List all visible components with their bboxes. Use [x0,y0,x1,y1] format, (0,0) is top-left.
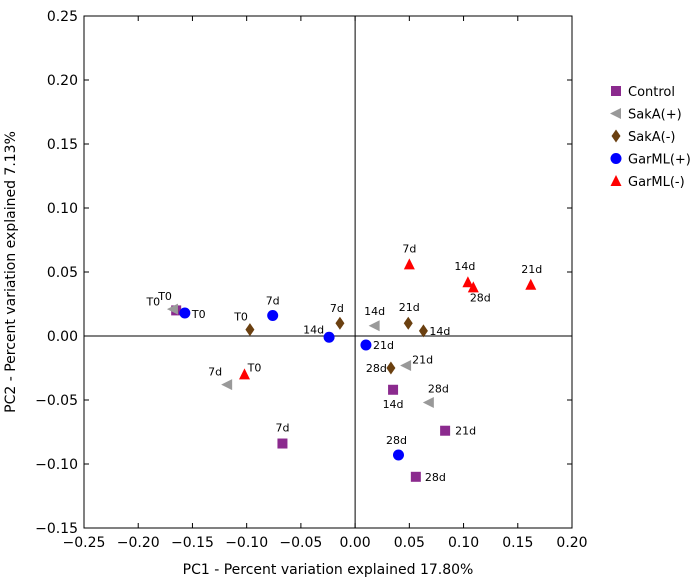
legend-label: SakA(+) [628,108,682,123]
data-point [410,471,421,482]
y-tick-label: 0.25 [47,9,78,25]
x-tick-label: −0.25 [63,535,106,551]
point-label: 7d [402,242,416,255]
y-tick-label: 0.15 [47,137,78,153]
data-point [467,281,479,293]
data-point [360,339,372,351]
data-point [267,310,279,322]
data-point [166,303,178,315]
legend-label: GarML(-) [628,175,685,190]
point-label: 14d [364,305,385,318]
point-label: 7d [208,366,222,379]
data-point [403,258,415,270]
point-label: 28d [425,471,446,484]
x-tick-label: −0.20 [117,535,160,551]
x-tick-label: 0.20 [556,535,587,551]
point-label: 7d [330,302,344,315]
legend-label: GarML(+) [628,153,691,168]
point-label: 21d [412,353,433,366]
data-point [418,324,428,338]
point-label: 21d [373,339,394,352]
legend-marker [610,108,621,119]
x-tick-label: 0.05 [394,535,425,551]
point-label: 14d [383,398,404,411]
legend-marker [610,175,622,186]
point-label: T0 [191,308,206,321]
data-point [462,276,474,288]
data-point [400,359,412,371]
x-tick-label: −0.10 [225,535,268,551]
point-label: 28d [428,383,449,396]
data-point [525,278,537,290]
legend-marker [610,153,622,164]
data-points [166,258,537,482]
data-point [368,320,380,332]
x-tick-label: −0.05 [279,535,322,551]
y-tick-label: −0.15 [35,521,78,537]
y-tick-label: 0.00 [47,329,78,345]
point-label: 14d [454,260,475,273]
data-point [386,361,396,375]
data-point [179,307,191,319]
data-point [277,438,288,449]
legend-label: SakA(-) [628,130,675,145]
point-label: T0 [145,295,160,308]
point-label: 28d [366,362,387,375]
data-point [323,331,335,343]
data-point [221,379,233,391]
point-labels: T0 7d 14d 21d 28d T0 7d 14d 21d 28d T0 7d 14d 21d 28d T… [145,242,542,483]
point-label: 28d [386,434,407,447]
data-point [238,368,250,380]
x-tick-label: 0.15 [502,535,533,551]
point-label: 14d [429,325,450,338]
legend: Control SakA(+) SakA(-) GarML(+) GarML(-) [610,85,691,190]
point-label: T0 [157,290,172,303]
plot-frame [83,15,573,529]
data-point [245,323,255,337]
point-label: 28d [470,291,491,304]
point-label: 7d [275,422,289,435]
point-label: 14d [303,323,324,336]
data-point [392,449,404,461]
axis-ticks: −0.25 −0.20 −0.15 −0.10 −0.05 0.00 0.05 0.10 0.1… [35,9,587,551]
x-tick-label: −0.15 [171,535,214,551]
point-label: 21d [521,263,542,276]
data-point [335,316,345,330]
x-tick-label: 0.10 [448,535,479,551]
legend-marker [611,86,621,96]
legend-marker [611,129,621,143]
point-label: 21d [455,425,476,438]
point-label: 21d [399,301,420,314]
data-point [440,425,451,436]
x-tick-label: 0.00 [340,535,371,551]
point-label: 7d [266,295,280,308]
y-tick-label: −0.05 [35,393,78,409]
zero-reference-lines [84,16,572,528]
point-label: T0 [233,311,248,324]
y-tick-label: 0.20 [47,73,78,89]
y-tick-label: 0.05 [47,265,78,281]
data-point [388,384,399,395]
x-axis-title: PC1 - Percent variation explained 17.80% [183,562,474,578]
data-point [403,316,413,330]
y-axis-title: PC2 - Percent variation explained 7.13% [3,131,19,413]
legend-label: Control [628,85,675,100]
point-label: T0 [247,361,262,374]
data-point [422,397,434,409]
y-tick-label: 0.10 [47,201,78,217]
y-tick-label: −0.10 [35,457,78,473]
